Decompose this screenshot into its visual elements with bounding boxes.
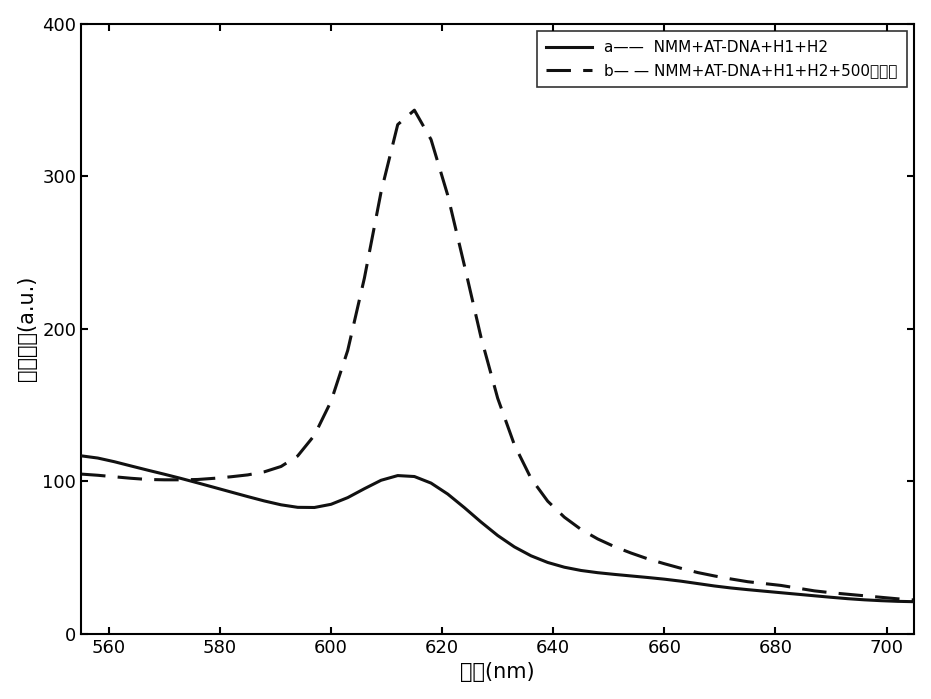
Y-axis label: 荧光强度(a.u.): 荧光强度(a.u.) (17, 276, 36, 382)
X-axis label: 波长(nm): 波长(nm) (461, 663, 535, 682)
Legend: a——  NMM+AT-DNA+H1+H2, b— — NMM+AT-DNA+H1+H2+500个细胞: a—— NMM+AT-DNA+H1+H2, b— — NMM+AT-DNA+H1… (537, 31, 907, 87)
